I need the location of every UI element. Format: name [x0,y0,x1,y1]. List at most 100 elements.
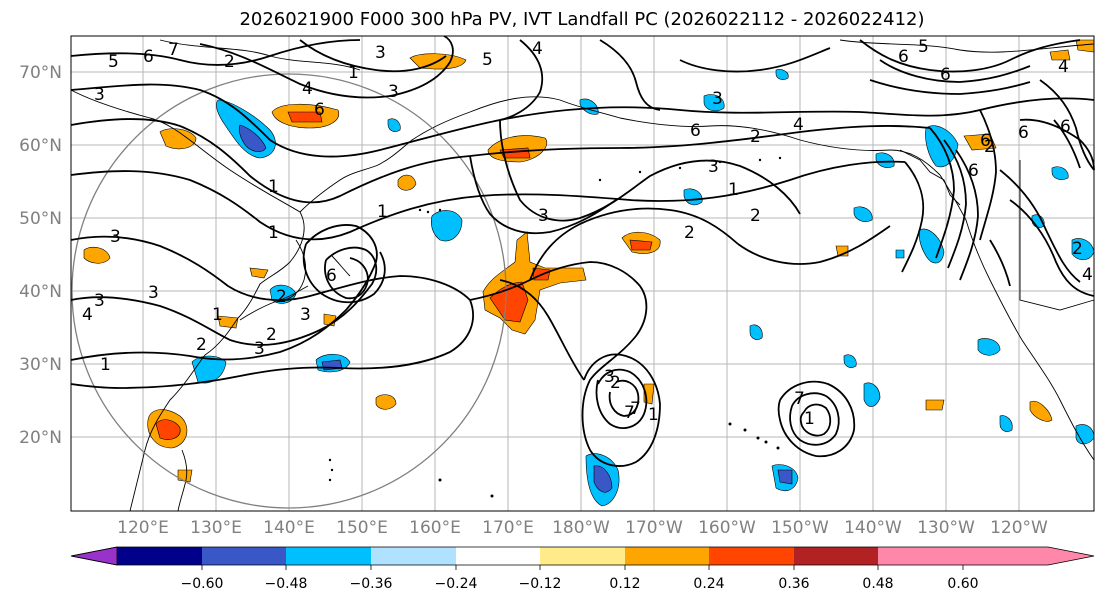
contour-label: 7 [624,403,635,423]
colorbar-extend-min [70,546,118,566]
contour-label: 3 [254,339,265,359]
lon-tick-labels: 120°E 130°E 140°E 150°E 160°E 170°E 180°… [117,518,1048,538]
colorbar-tick-label: 0.60 [947,576,978,592]
contour-labels: 5 6 7 3 2 1 3 4 5 1 3 4 6 6 3 1 2 1 3 2 … [82,37,1093,429]
contour-label: 7 [794,389,805,409]
contour-label: 6 [968,161,979,181]
lon-label: 130°W [917,518,975,538]
colorbar-extend-max [963,547,1094,565]
contour-label: 2 [1072,239,1083,259]
colorbar-tick-label: −0.24 [435,576,478,592]
contour-label: 4 [1082,265,1093,285]
contour-label: 4 [793,115,804,135]
lon-label: 170°W [625,518,683,538]
colorbar-outline [70,546,1095,566]
contour-label: 1 [377,202,388,222]
contour-label: 6 [143,47,154,67]
lon-label: 130°E [190,518,242,538]
contour-label: 3 [712,89,723,109]
contour-label: 3 [708,157,719,177]
contour-label: 6 [1060,117,1071,137]
contour-label: 4 [302,79,313,99]
colorbar-segment [371,547,456,565]
pv-contours [70,35,1095,467]
colorbar-segment [540,547,625,565]
colorbar-segment [286,547,371,565]
contour-label: 2 [266,325,277,345]
colorbar-tick-label: 0.36 [778,576,809,592]
contour-label: 3 [604,367,615,387]
colorbar-segment [878,547,963,565]
contour-label: 1 [804,409,815,429]
lon-label: 180°W [552,518,610,538]
contour-label: 3 [94,85,105,105]
islands [328,156,782,498]
colorbar-tick-label: −0.36 [350,576,393,592]
contour-label: 6 [690,121,701,141]
colorbar-tick-label: 0.48 [862,576,893,592]
contour-label: 4 [532,39,543,59]
contour-label: 3 [300,305,311,325]
lon-label: 140°W [844,518,902,538]
lon-label: 140°E [263,518,315,538]
lat-tick-labels: 70°N 60°N 50°N 40°N 30°N 20°N [19,63,62,448]
contour-label: 1 [348,63,359,83]
contour-label: 2 [224,52,235,72]
contour-label: 7 [168,40,179,60]
colorbar-tick-label: 0.24 [693,576,724,592]
colorbar: −0.60 −0.48 −0.36 −0.24 −0.12 0.12 0.24 … [70,546,1095,592]
coastlines [70,39,1095,512]
contour-label: 1 [268,177,279,197]
contour-label: 2 [276,287,287,307]
colorbar-ticks [201,565,964,570]
contour-label: 6 [314,100,325,120]
lon-label: 150°W [771,518,829,538]
contour-label: 3 [388,82,399,102]
contour-label: 5 [918,37,929,57]
map-panel: 5 6 7 3 2 1 3 4 5 1 3 4 6 6 3 1 2 1 3 2 … [70,35,1095,512]
lon-label: 160°W [698,518,756,538]
colorbar-segment [794,547,878,565]
contour-label: 2 [984,137,995,157]
colorbar-tick-label: −0.12 [519,576,562,592]
contour-label: 1 [100,355,111,375]
contour-label: 6 [898,47,909,67]
lat-label: 60°N [19,136,62,156]
lat-label: 40°N [19,282,62,302]
lon-label: 150°E [336,518,388,538]
contour-label: 3 [538,206,549,226]
lat-label: 30°N [19,355,62,375]
contour-label: 4 [1058,57,1069,77]
colorbar-segment [709,547,794,565]
contour-label: 6 [940,65,951,85]
map-frame [70,35,1095,512]
contour-label: 5 [108,52,119,72]
contour-label: 2 [750,127,761,147]
contour-label: 3 [375,43,386,63]
contour-label: 2 [750,206,761,226]
lon-label: 120°E [117,518,169,538]
lon-label: 160°E [409,518,461,538]
contour-label: 4 [82,305,93,325]
lat-label: 50°N [19,209,62,229]
colorbar-segment [202,547,286,565]
contour-label: 7 [630,399,641,419]
colorbar-segment [625,547,709,565]
contour-label: 5 [482,50,493,70]
contour-label: 6 [326,266,337,286]
contour-label: 3 [94,291,105,311]
colorbar-segment [456,547,540,565]
lat-label: 70°N [19,63,62,83]
colorbar-tick-label: −0.60 [181,576,224,592]
figure-title: 2026021900 F000 300 hPa PV, IVT Landfall… [239,9,924,30]
contour-label: 1 [728,180,739,200]
contour-label: 6 [1018,123,1029,143]
lon-label: 170°E [482,518,534,538]
contour-label: 3 [110,227,121,247]
lat-label: 20°N [19,428,62,448]
contour-label: 1 [648,405,659,425]
colorbar-tick-label: −0.48 [265,576,308,592]
colorbar-tick-label: 0.12 [609,576,640,592]
contour-label: 2 [196,335,207,355]
